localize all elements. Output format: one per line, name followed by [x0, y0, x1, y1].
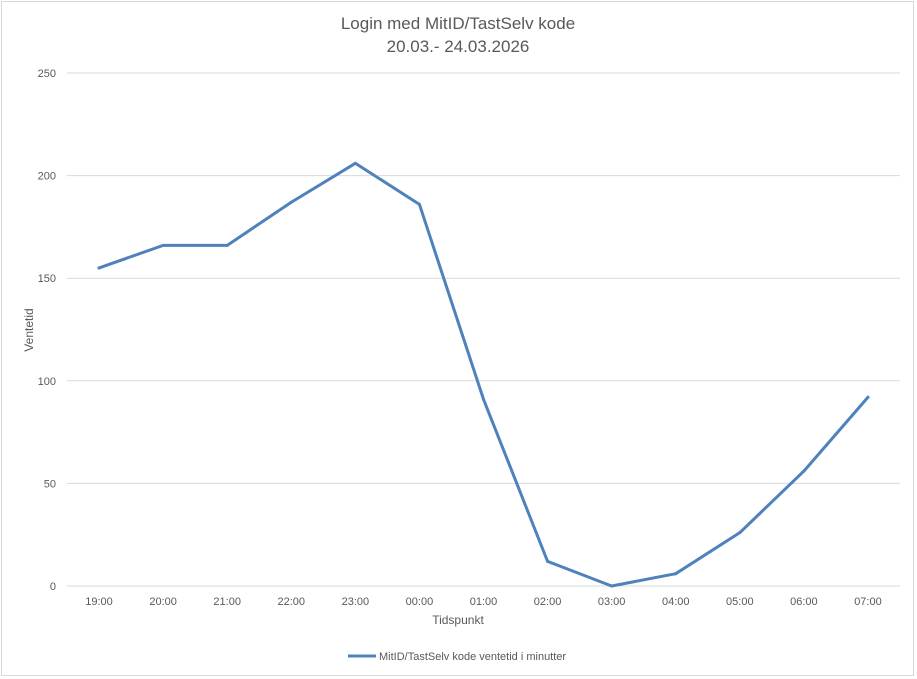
y-tick-label: 0	[50, 581, 56, 593]
y-tick-label: 200	[38, 171, 56, 183]
y-axis-title: Ventetid	[22, 308, 36, 351]
data-point	[289, 200, 293, 204]
data-point	[546, 559, 550, 563]
y-tick-label: 50	[44, 478, 56, 490]
x-tick-label: 07:00	[854, 596, 882, 608]
x-tick-label: 20:00	[149, 596, 177, 608]
x-axis-ticks: 19:00 20:00 21:00 22:00 23:00 00:00 01:00 02:00…	[85, 596, 881, 608]
data-point	[674, 572, 678, 576]
data-point	[353, 161, 357, 165]
y-tick-label: 150	[38, 273, 56, 285]
y-tick-label: 250	[38, 68, 56, 80]
data-point	[738, 531, 742, 535]
legend: MitID/TastSelv kode ventetid i minutter	[348, 651, 566, 663]
x-tick-label: 02:00	[534, 596, 562, 608]
y-axis-ticks: 0 50 100 150 200 250	[38, 68, 56, 593]
x-axis-title: Tidspunkt	[432, 613, 484, 627]
data-point	[161, 243, 165, 247]
x-tick-label: 21:00	[213, 596, 241, 608]
data-point	[866, 395, 870, 399]
y-tick-label: 100	[38, 376, 56, 388]
gridlines	[67, 72, 900, 587]
x-tick-label: 06:00	[790, 596, 818, 608]
data-point	[97, 266, 101, 270]
chart-title: Login med MitID/TastSelv kode	[341, 14, 575, 33]
x-tick-label: 22:00	[278, 596, 306, 608]
x-tick-label: 00:00	[406, 596, 434, 608]
chart-subtitle: 20.03.- 24.03.2026	[387, 37, 530, 56]
data-point	[225, 243, 229, 247]
x-tick-label: 23:00	[342, 596, 370, 608]
data-point	[610, 584, 614, 588]
x-tick-label: 01:00	[470, 596, 498, 608]
x-tick-label: 04:00	[662, 596, 690, 608]
series-group	[97, 161, 870, 588]
series-line	[97, 161, 870, 588]
x-tick-label: 03:00	[598, 596, 626, 608]
data-point	[482, 397, 485, 401]
data-point	[802, 469, 806, 473]
data-point	[417, 202, 421, 206]
x-tick-label: 19:00	[85, 596, 113, 608]
legend-label: MitID/TastSelv kode ventetid i minutter	[379, 651, 566, 663]
x-tick-label: 05:00	[726, 596, 754, 608]
